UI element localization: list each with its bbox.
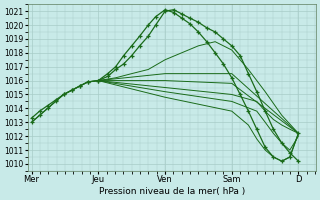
X-axis label: Pression niveau de la mer( hPa ): Pression niveau de la mer( hPa ) [99,187,245,196]
